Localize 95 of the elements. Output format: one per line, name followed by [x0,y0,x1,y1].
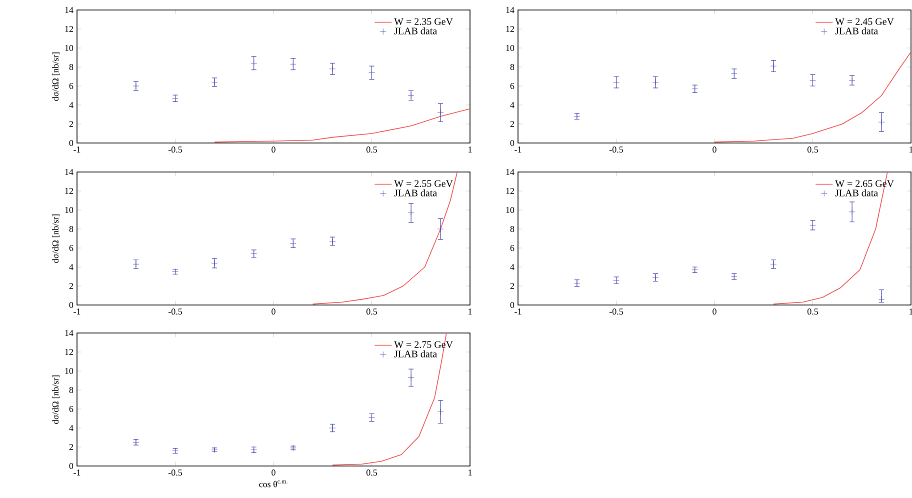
y-tick-label: 0 [69,462,74,470]
point [730,70,738,77]
y-tick-label: 12 [65,188,73,194]
y-tick-label: 2 [510,121,514,127]
y-tick-label: 6 [69,82,74,90]
y-tick-label: 8 [69,64,74,70]
x-tick-label: -0.5 [168,308,182,315]
point [848,208,856,216]
point [290,60,296,68]
point [770,62,777,70]
x-tick-label: 1 [468,470,472,476]
x-tick-label: 0.5 [366,146,378,153]
y-tick-label: 6 [510,244,514,252]
point [878,296,885,302]
x-tick-label: 0 [272,470,276,476]
point [408,210,414,216]
x-tick-label: 0 [712,146,716,153]
x-tick-label: -0.5 [609,146,624,153]
y-tick-label: 4 [510,102,514,108]
y-tick-label: 12 [65,349,73,355]
legend-label: JLAB data [394,27,437,34]
y-tick-label: 14 [506,7,514,13]
x-tick-label: -1 [514,308,522,314]
y-tick-label: 14 [65,330,74,336]
y-tick-label: 0 [510,140,514,146]
x-tick-label: -1 [514,146,522,152]
x-tick-label: -0.5 [609,308,624,315]
y-tick-label: 10 [65,206,74,214]
y-tick-label: 4 [69,425,74,431]
y-axis-title: dσ/dΩ [nb/sr] [52,52,60,101]
point [437,408,444,416]
point [329,66,336,72]
x-tick-label: 0 [272,146,276,153]
x-tick-label: -0.5 [168,146,182,153]
legend-label: W = 2.55 GeV [394,180,453,187]
y-tick-label: 8 [510,226,514,232]
y-tick-label: 6 [510,82,514,90]
point [250,60,258,66]
y-tick-label: 8 [69,226,74,232]
y-tick-label: 8 [510,64,514,70]
point [408,374,414,381]
x-tick-label: 1 [468,146,472,152]
y-tick-label: 10 [65,44,74,52]
x-tick-label: 1 [468,308,472,314]
y-tick-label: 2 [510,283,514,289]
x-tick-label: 0.5 [807,146,818,153]
y-tick-label: 0 [69,140,74,146]
y-tick-label: 14 [65,169,74,175]
x-tick-label: -1 [74,470,80,476]
legend-label: W = 2.45 GeV [835,18,894,25]
line-series [312,172,458,304]
x-tick-label: 0.5 [807,308,818,315]
y-tick-label: 12 [506,188,514,194]
point [878,118,885,126]
point [848,77,856,84]
line-series [714,51,912,142]
y-tick-label: 4 [69,102,74,108]
legend-label: W = 2.35 GeV [394,18,453,25]
y-axis-title: dσ/dΩ [nb/sr] [52,376,60,424]
point [652,78,659,86]
y-tick-label: 12 [65,26,73,32]
x-tick-label: 0.5 [366,308,378,315]
legend-label: JLAB data [835,189,878,196]
y-tick-label: 10 [506,206,514,214]
point [437,226,444,232]
y-tick-label: 14 [65,7,74,13]
point [437,109,444,116]
y-tick-label: 2 [69,444,73,450]
legend-label: JLAB data [394,189,437,196]
x-tick-label: -1 [74,308,80,314]
point [211,260,218,266]
y-tick-label: 6 [69,244,74,252]
y-tick-label: 0 [69,302,74,308]
x-axis-title: cos θ$^{c.m.}$ [259,480,288,488]
x-tick-label: 0 [272,308,276,315]
x-tick-label: 0 [712,308,716,315]
y-tick-label: 2 [69,121,73,127]
y-tick-label: 10 [506,44,514,52]
legend-label: JLAB data [835,27,878,34]
y-axis-title: dσ/dΩ [nb/sr] [52,214,60,263]
y-tick-label: 2 [69,283,73,289]
y-tick-label: 12 [506,26,514,32]
x-tick-label: -1 [74,146,80,152]
point [408,92,414,99]
y-tick-label: 14 [506,169,514,175]
legend-label: JLAB data [394,350,437,358]
y-tick-label: 6 [69,406,74,412]
y-tick-label: 4 [69,264,74,270]
y-tick-label: 8 [69,386,74,394]
line-series [214,108,470,142]
x-tick-label: -0.5 [168,470,182,476]
x-tick-label: 0.5 [366,470,378,476]
y-tick-label: 10 [65,368,74,374]
y-tick-label: 0 [510,302,514,308]
y-tick-label: 4 [510,264,514,270]
